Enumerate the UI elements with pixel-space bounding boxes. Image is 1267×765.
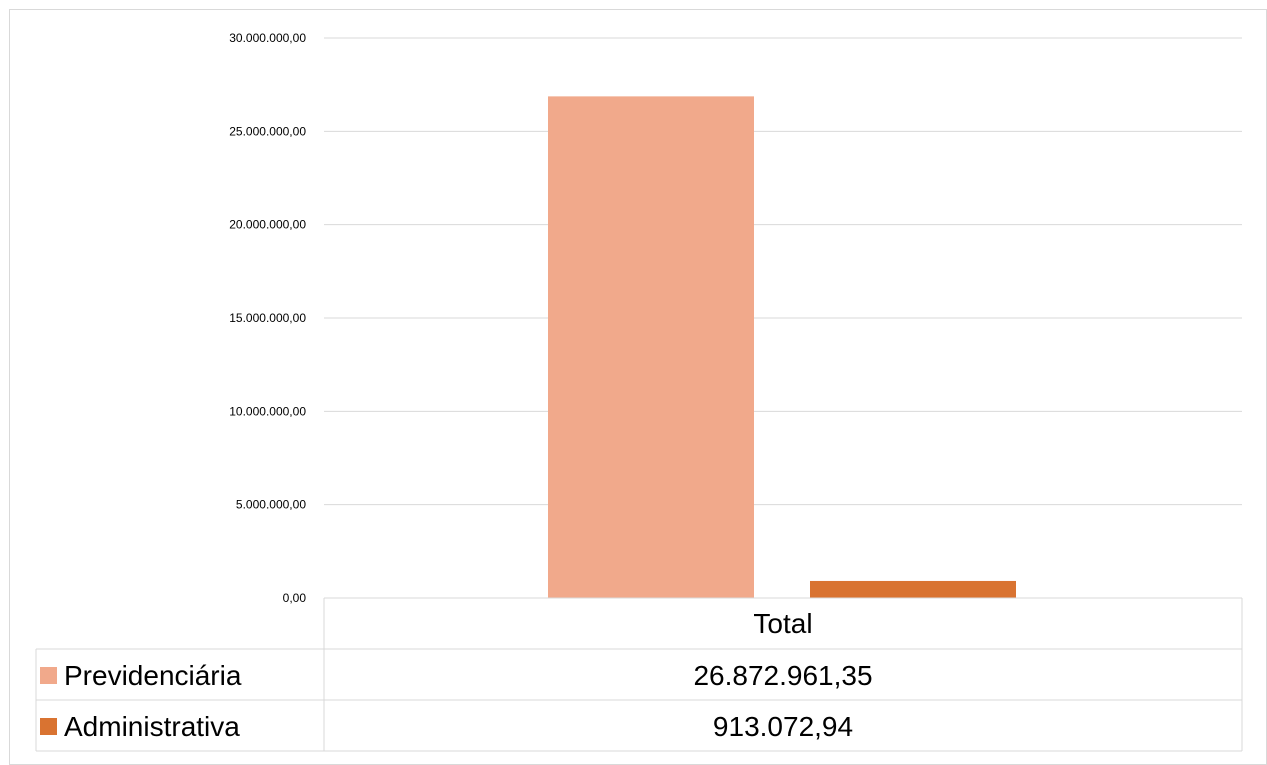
y-axis: 0,00 5.000.000,00 10.000.000,00 15.000.000,… xyxy=(229,31,306,605)
data-label: 26.872.961,35 xyxy=(693,660,872,691)
data-label: 913.072,94 xyxy=(713,711,853,742)
bars xyxy=(548,96,1016,598)
data-table: Total Previdenciária 26.872.961,35 Administ… xyxy=(35,597,1243,752)
y-tick-label: 30.000.000,00 xyxy=(229,31,306,45)
legend-label: Administrativa xyxy=(64,711,240,742)
bar-administrativa xyxy=(810,580,1016,598)
y-tick-label: 0,00 xyxy=(283,591,307,605)
legend-key xyxy=(40,667,57,684)
legend-key xyxy=(40,718,57,735)
y-tick-label: 25.000.000,00 xyxy=(229,124,306,138)
gridlines xyxy=(324,37,1242,506)
y-tick-label: 10.000.000,00 xyxy=(229,404,306,418)
category-label: Total xyxy=(753,608,812,639)
y-tick-label: 5.000.000,00 xyxy=(236,498,306,512)
y-tick-label: 20.000.000,00 xyxy=(229,218,306,232)
bar-previdenciaria xyxy=(548,96,754,598)
legend-label: Previdenciária xyxy=(64,660,242,691)
y-tick-label: 15.000.000,00 xyxy=(229,311,306,325)
